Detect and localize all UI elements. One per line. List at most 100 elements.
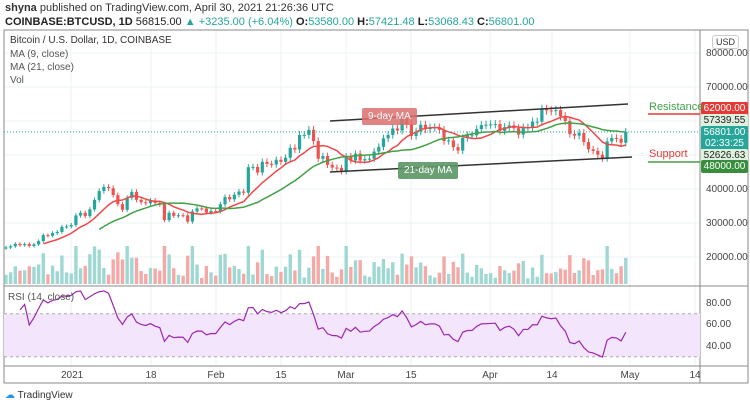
volume-bar xyxy=(218,254,223,284)
volume-bar xyxy=(246,246,251,284)
close: 56801.00 xyxy=(488,16,535,28)
candle xyxy=(265,161,269,164)
candle xyxy=(260,161,264,173)
candle xyxy=(381,138,386,147)
candle xyxy=(237,191,241,195)
volume-bar xyxy=(260,249,264,284)
volume-bar xyxy=(18,270,22,284)
candle xyxy=(209,210,213,213)
volume-bar xyxy=(50,265,55,284)
volume-bar xyxy=(186,255,190,284)
symbol: COINBASE:BTCUSD, 1D xyxy=(5,16,133,28)
candle xyxy=(353,153,358,161)
candle xyxy=(284,157,288,162)
candle xyxy=(409,124,414,136)
volume-bar xyxy=(363,275,367,284)
candle xyxy=(596,150,600,155)
volume-bar xyxy=(488,273,493,284)
volume-bar xyxy=(46,274,50,284)
volume-bar xyxy=(479,268,484,284)
candle xyxy=(167,212,171,221)
candle xyxy=(540,109,544,122)
candle xyxy=(214,210,218,212)
candle xyxy=(339,167,344,172)
volume-bar xyxy=(582,258,586,284)
volume-bar xyxy=(32,266,36,284)
candle xyxy=(423,124,427,130)
candle xyxy=(349,156,353,161)
volume-bar xyxy=(36,264,41,284)
candle xyxy=(228,196,232,200)
candle xyxy=(479,125,483,130)
volume-bar xyxy=(167,254,171,284)
currency-button[interactable]: USD xyxy=(712,35,740,49)
volume-bar xyxy=(442,256,446,284)
price-tick: 80000.00 xyxy=(706,48,748,59)
candle xyxy=(610,138,614,142)
volume-bar xyxy=(60,255,64,284)
candle xyxy=(456,147,460,151)
volume-bar xyxy=(204,265,209,284)
volume-bar xyxy=(153,268,157,284)
volume-bar xyxy=(130,257,134,284)
candle xyxy=(582,132,586,143)
candle xyxy=(484,124,488,126)
candle xyxy=(344,156,348,172)
candle xyxy=(102,186,106,192)
volume-bar xyxy=(22,270,27,284)
volume-bar xyxy=(316,246,320,284)
candle xyxy=(274,159,278,165)
candle xyxy=(181,215,185,217)
candle xyxy=(111,188,115,196)
candle xyxy=(530,121,535,128)
candle xyxy=(18,243,22,246)
volume-bar xyxy=(498,265,502,284)
volume-bar xyxy=(69,273,73,284)
candle xyxy=(130,191,134,198)
ma21-line xyxy=(98,122,626,231)
volume-bar xyxy=(381,258,386,284)
volume-bar xyxy=(470,276,474,284)
volume-bar xyxy=(530,267,535,284)
ma9-annotation: 9-day MA xyxy=(362,108,417,125)
volume-bar xyxy=(600,269,605,284)
tradingview-cloud-icon: ☁ xyxy=(5,390,15,401)
volume-bar xyxy=(265,274,269,284)
candle xyxy=(195,208,199,212)
volume-bar xyxy=(172,268,176,284)
volume-bar xyxy=(297,249,302,284)
candle xyxy=(442,129,446,142)
volume-bar xyxy=(209,272,213,284)
volume-bar xyxy=(330,272,334,284)
ma9-price-label: 57339.55 xyxy=(701,114,748,127)
volume-bar xyxy=(451,261,456,284)
volume-bar xyxy=(88,254,92,284)
candle xyxy=(507,125,511,128)
candle xyxy=(55,231,59,234)
legend-rsi: RSI (14, close) xyxy=(8,292,75,303)
volume-bar xyxy=(144,273,148,284)
rsi-tick: 60.00 xyxy=(706,319,732,330)
volume-bar xyxy=(544,273,549,284)
candle xyxy=(246,167,250,193)
volume-bar xyxy=(106,274,111,284)
published-text: published on TradingView.com, April 30, … xyxy=(39,2,334,14)
candle xyxy=(106,186,111,189)
volume-bar xyxy=(358,260,362,284)
volume-bar xyxy=(307,267,311,284)
volume-bar xyxy=(558,268,563,284)
publisher-line: shyna published on TradingView.com, Apri… xyxy=(5,2,334,14)
candle xyxy=(568,121,572,134)
tradingview-logo[interactable]: ☁ TradingView xyxy=(5,390,73,401)
candle xyxy=(377,146,381,152)
candle xyxy=(116,195,120,205)
volume-bar xyxy=(74,246,78,284)
volume-bar xyxy=(395,274,400,284)
time-tick: May xyxy=(620,370,640,381)
candle xyxy=(256,166,260,173)
volume-bar xyxy=(428,275,432,284)
volume-bar xyxy=(92,246,97,284)
volume-bar xyxy=(200,278,204,284)
volume-bar xyxy=(400,253,404,284)
